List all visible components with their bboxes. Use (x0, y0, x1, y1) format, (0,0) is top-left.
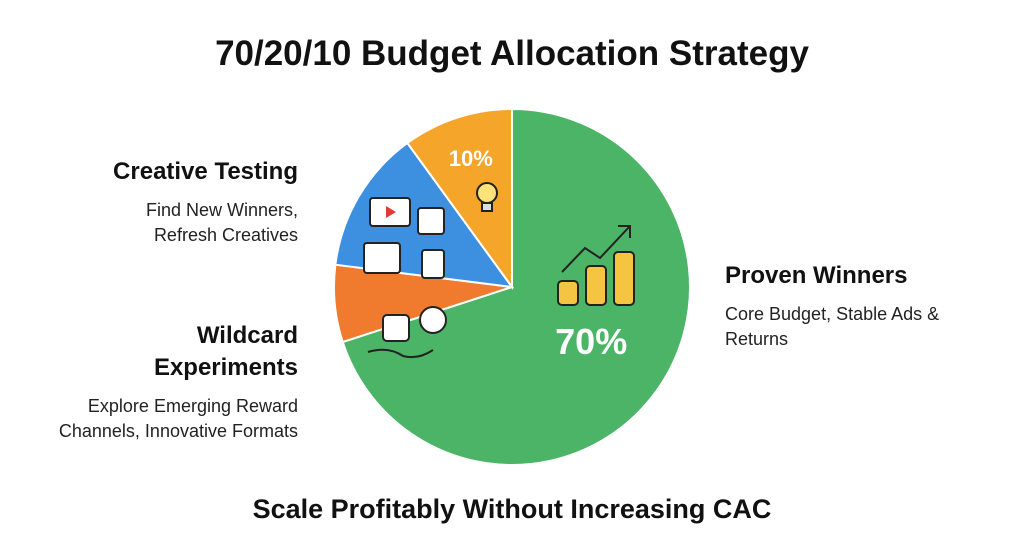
slice-label: Creative Testing Find New Winners, Refre… (100, 156, 298, 248)
slice-label: Wildcard Experiments Explore Emerging Re… (20, 320, 298, 444)
category-name: Creative Testing (113, 158, 298, 185)
icons (363, 182, 635, 359)
chart-subtitle: Scale Profitably Without Increasing CAC (252, 494, 772, 524)
category-description: Explore Emerging Reward Channels, Innova… (58, 396, 298, 441)
category-description: Core Budget, Stable Ads & Returns (725, 304, 940, 349)
pie-slice (341, 107, 691, 466)
category-name: Wildcard Experiments (153, 322, 298, 381)
category-name: Proven Winners (725, 262, 908, 289)
pie-slice (405, 107, 513, 291)
category-description: Find New Winners, Refresh Creatives (145, 200, 298, 245)
slice-label: Proven Winners Core Budget, Stable Ads &… (725, 260, 990, 352)
value-label: 10% (449, 146, 493, 171)
value-label: 70% (555, 321, 627, 362)
chart-title: 70/20/10 Budget Allocation Strategy (215, 34, 809, 73)
